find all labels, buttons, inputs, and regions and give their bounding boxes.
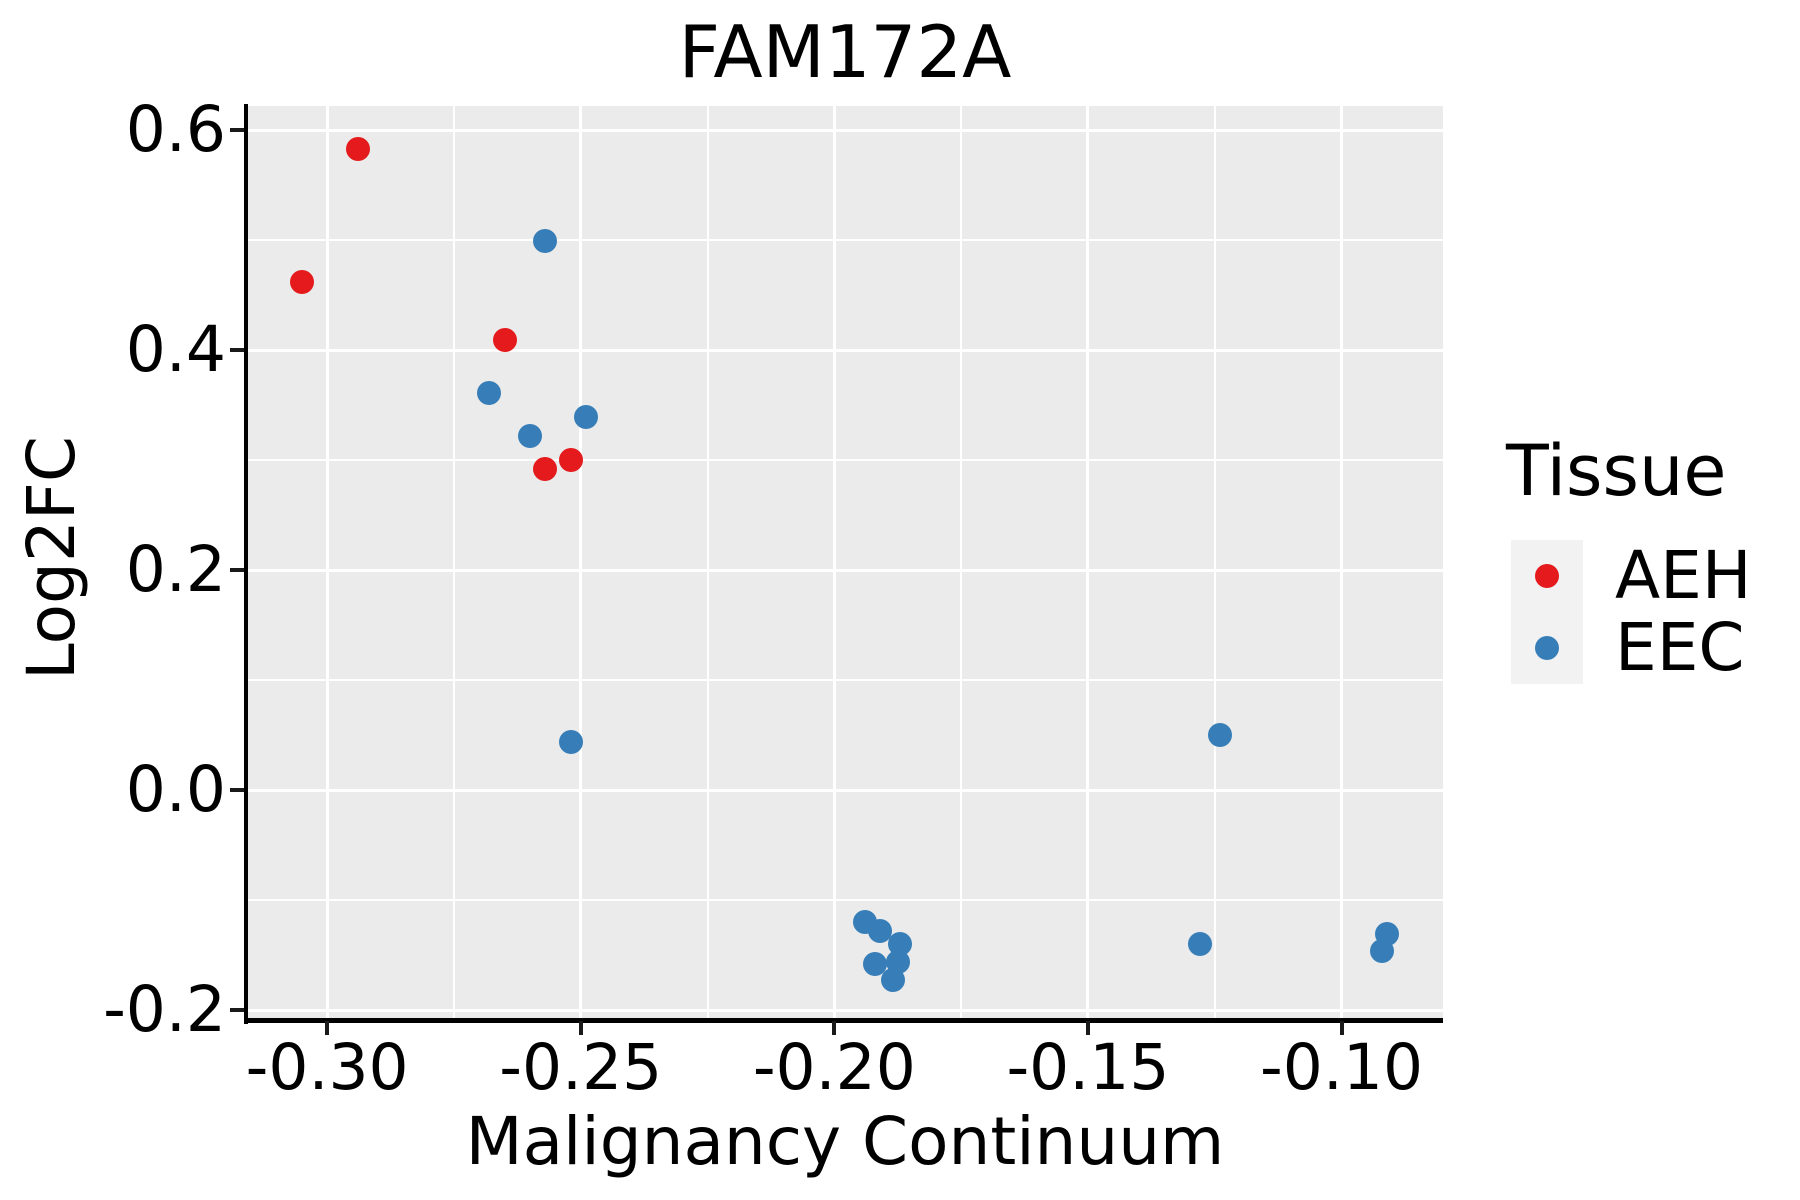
- data-point-eec: [573, 405, 598, 430]
- x-tick-mark: [578, 1021, 583, 1035]
- y-tick-mark: [230, 568, 244, 573]
- y-minor-gridline: [246, 899, 1443, 902]
- y-major-gridline: [246, 568, 1443, 572]
- y-major-gridline: [246, 128, 1443, 132]
- data-point-aeh: [289, 269, 314, 294]
- y-axis-title: Log2FC: [13, 436, 90, 680]
- legend-title: Tissue: [1506, 430, 1727, 512]
- x-tick-mark: [1085, 1021, 1090, 1035]
- y-tick-label: 0.4: [125, 313, 226, 387]
- x-tick-label: -0.10: [1260, 1031, 1424, 1104]
- data-point-aeh: [533, 456, 558, 481]
- x-major-gridline: [579, 106, 583, 1020]
- data-point-eec: [518, 423, 543, 448]
- legend-item-aeh: AEH: [1511, 540, 1781, 612]
- x-tick-mark: [832, 1021, 837, 1035]
- y-axis-line: [244, 104, 248, 1024]
- x-tick-label: -0.25: [499, 1031, 663, 1104]
- x-major-gridline: [1086, 106, 1090, 1020]
- x-axis-line: [244, 1018, 1443, 1023]
- x-tick-label: -0.20: [752, 1031, 916, 1104]
- y-major-gridline: [246, 1008, 1443, 1012]
- data-point-eec: [477, 381, 502, 406]
- y-tick-label: 0.2: [125, 533, 226, 607]
- y-tick-label: 0.6: [125, 93, 226, 167]
- y-major-gridline: [246, 788, 1443, 792]
- legend-label: EEC: [1615, 609, 1745, 686]
- x-minor-gridline: [706, 106, 709, 1020]
- legend-key-box: [1511, 612, 1583, 684]
- plot-title: FAM172A: [678, 10, 1012, 94]
- data-point-aeh: [558, 448, 583, 473]
- y-minor-gridline: [246, 679, 1443, 682]
- x-tick-mark: [325, 1021, 330, 1035]
- data-point-aeh: [492, 328, 517, 353]
- x-tick-mark: [1339, 1021, 1344, 1035]
- legend-item-eec: EEC: [1511, 612, 1781, 684]
- x-major-gridline: [832, 106, 836, 1020]
- y-tick-mark: [230, 348, 244, 353]
- aeh-dot-icon: [1535, 564, 1559, 588]
- x-tick-label: -0.15: [1006, 1031, 1170, 1104]
- y-tick-mark: [230, 1008, 244, 1013]
- x-minor-gridline: [960, 106, 963, 1020]
- data-point-eec: [868, 918, 892, 943]
- plot-panel: [246, 106, 1443, 1020]
- data-point-aeh: [345, 136, 370, 161]
- eec-dot-icon: [1535, 636, 1559, 660]
- x-minor-gridline: [1213, 106, 1216, 1020]
- legend-label: AEH: [1615, 537, 1752, 614]
- x-major-gridline: [325, 106, 329, 1020]
- x-tick-label: -0.30: [245, 1031, 409, 1104]
- data-point-eec: [1187, 932, 1212, 957]
- legend-key-box: [1511, 540, 1583, 612]
- legend: Tissue AEH EEC: [1490, 420, 1790, 710]
- x-major-gridline: [1340, 106, 1344, 1020]
- data-point-eec: [1207, 723, 1232, 748]
- y-minor-gridline: [246, 239, 1443, 242]
- data-point-eec: [880, 968, 905, 993]
- y-major-gridline: [246, 348, 1443, 352]
- x-axis-title: Malignancy Continuum: [465, 1103, 1225, 1180]
- data-point-eec: [533, 229, 558, 254]
- data-point-eec: [558, 729, 583, 754]
- x-minor-gridline: [452, 106, 455, 1020]
- data-point-eec: [1370, 938, 1395, 963]
- y-tick-mark: [230, 788, 244, 793]
- y-tick-label: -0.2: [103, 973, 226, 1047]
- y-tick-mark: [230, 128, 244, 133]
- y-minor-gridline: [246, 459, 1443, 462]
- y-tick-label: 0.0: [125, 753, 226, 827]
